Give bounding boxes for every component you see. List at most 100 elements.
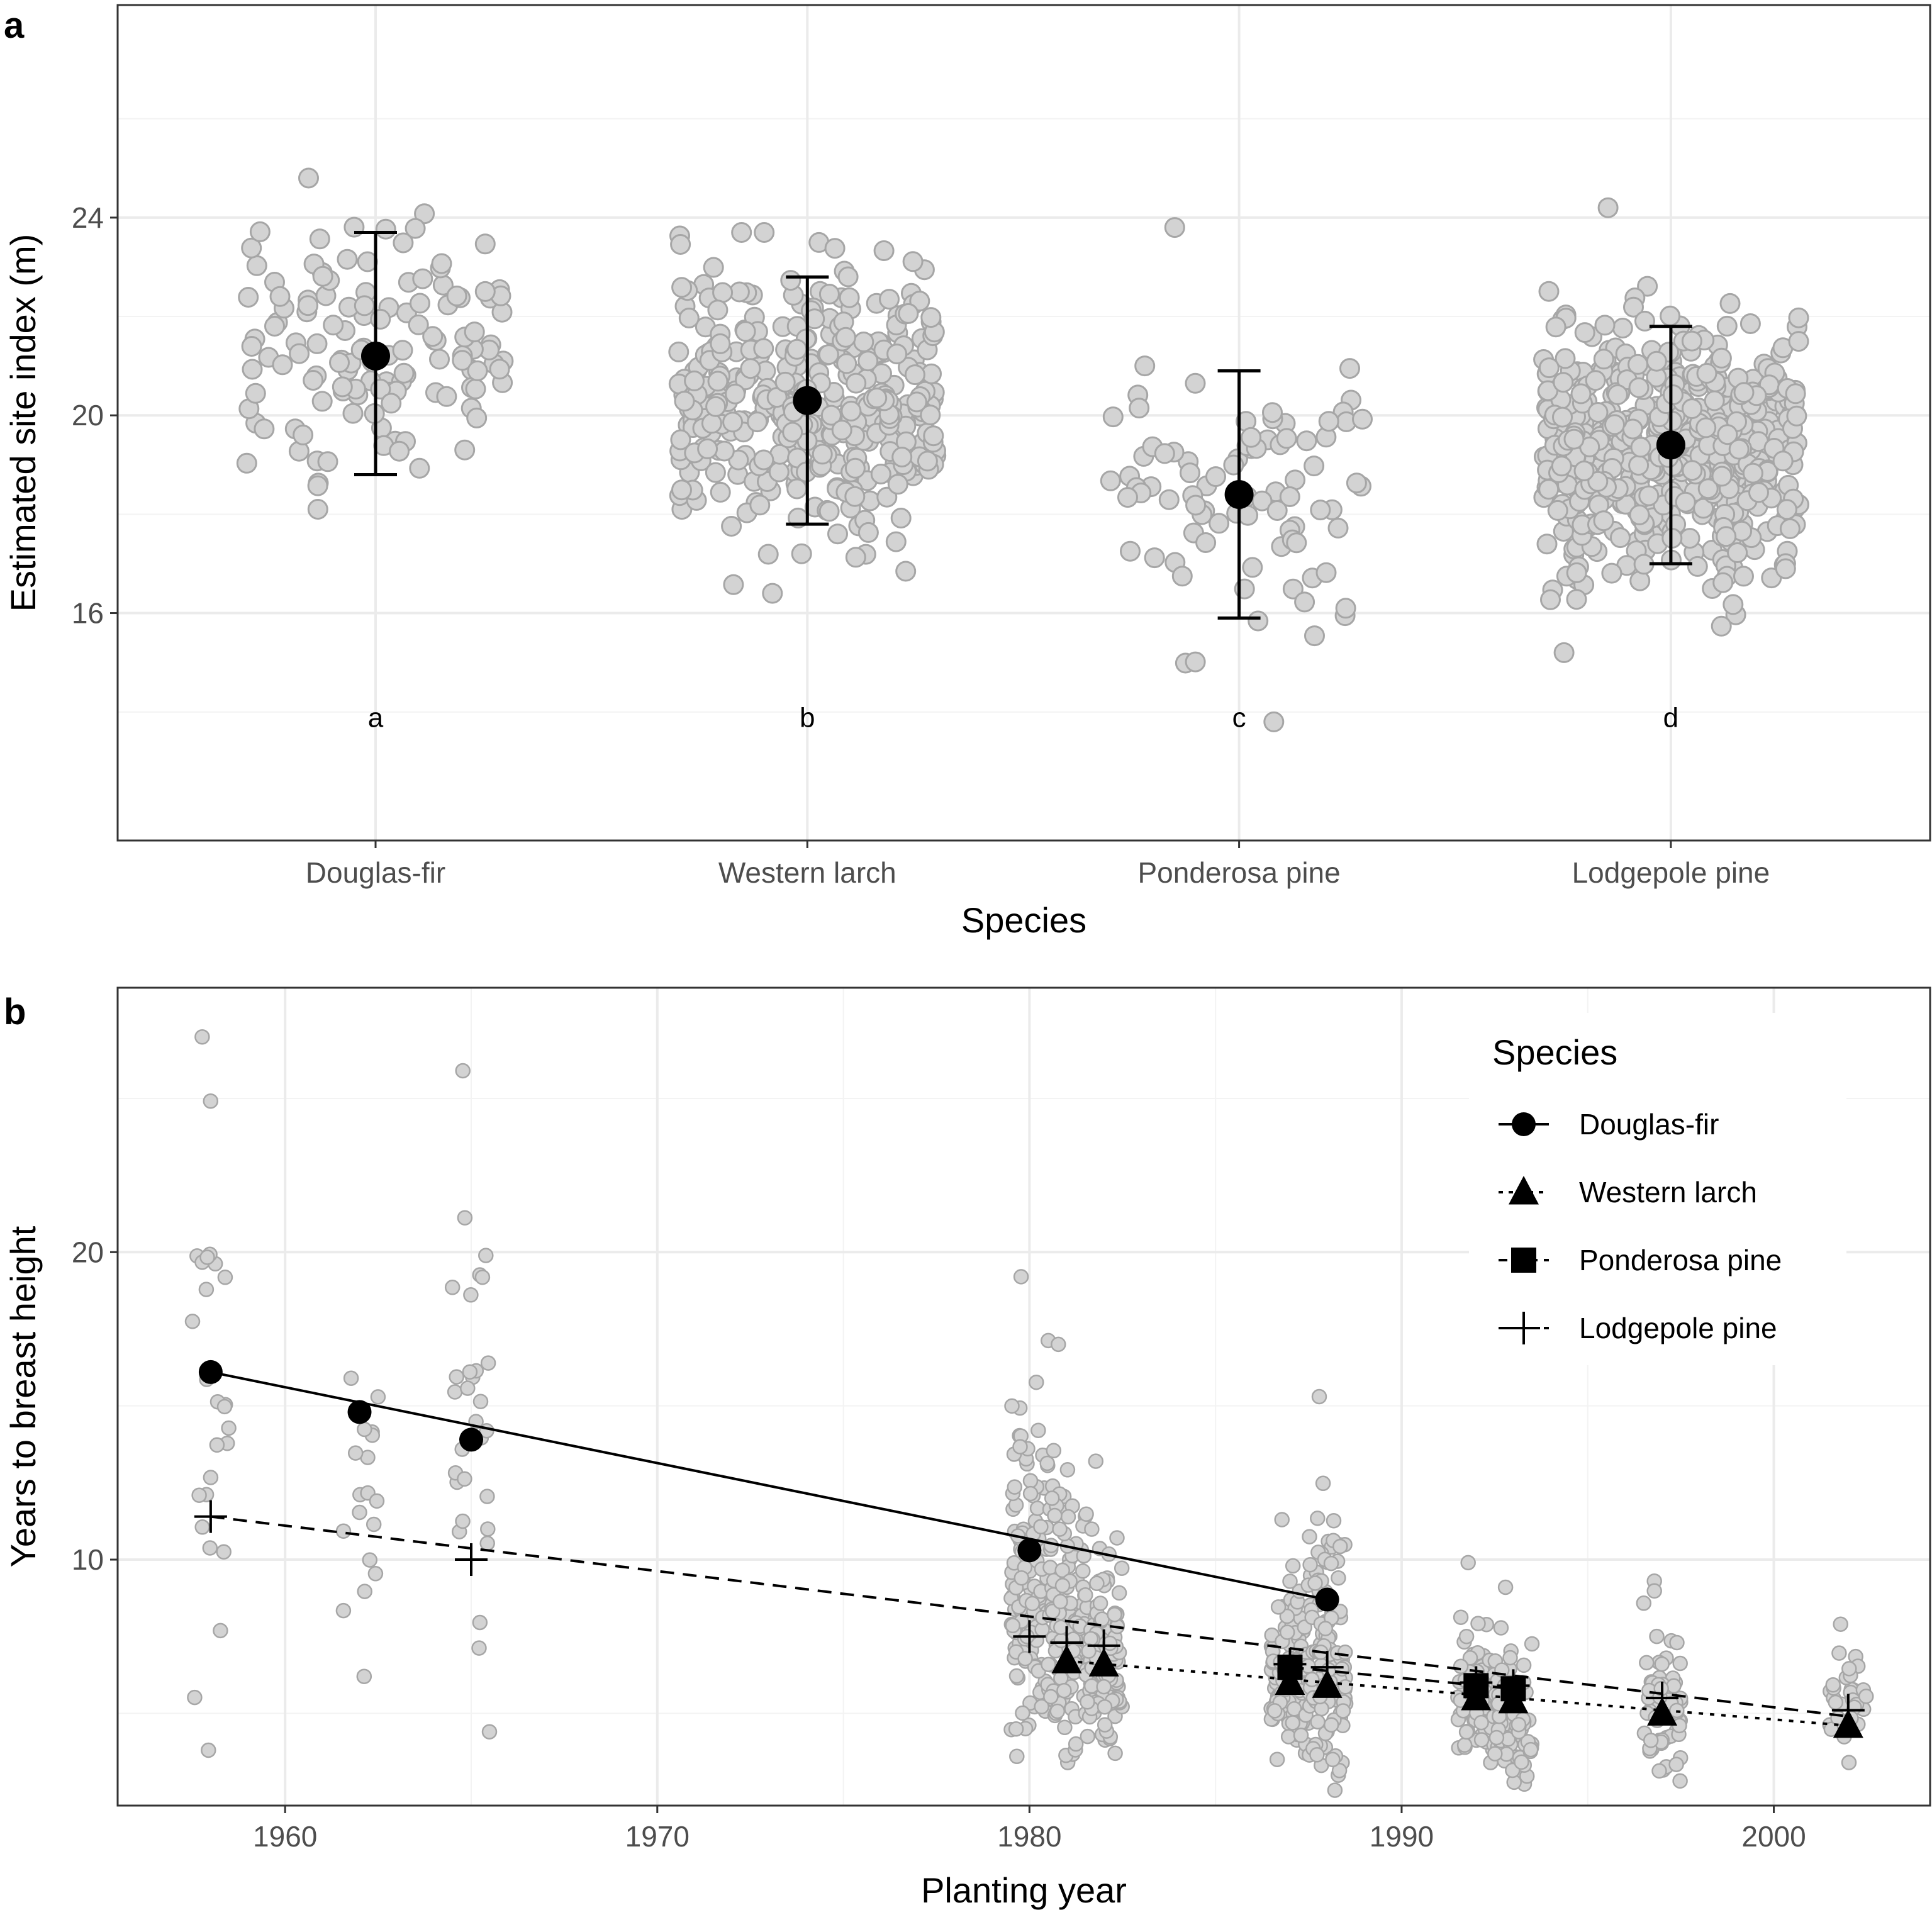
data-point (1639, 1655, 1655, 1671)
data-point (209, 1437, 225, 1453)
data-point (1114, 1560, 1130, 1576)
data-point (422, 326, 444, 347)
data-point (264, 316, 285, 337)
legend-item-2: Ponderosa pine (1499, 1244, 1782, 1276)
data-point (1574, 322, 1595, 344)
data-point (827, 523, 848, 545)
data-point (1054, 1578, 1071, 1594)
data-point (184, 1314, 201, 1329)
data-point (1015, 1705, 1030, 1721)
data-point (1607, 384, 1628, 405)
data-point (757, 544, 779, 565)
data-point (1047, 1507, 1063, 1524)
data-point (1547, 500, 1568, 521)
panel-b-x-axis-title: Planting year (921, 1870, 1127, 1910)
data-point (722, 411, 744, 433)
data-point (410, 293, 430, 314)
data-point (366, 1516, 382, 1533)
data-point (1285, 1715, 1301, 1731)
legend-marker-1 (1509, 1176, 1539, 1205)
data-point (1672, 1718, 1687, 1734)
x-tick-label: Western larch (718, 856, 896, 889)
data-point (1092, 1595, 1108, 1611)
data-point (1563, 428, 1585, 450)
mean-point-3-3 (1050, 1626, 1083, 1659)
data-point (1009, 1748, 1025, 1765)
data-point (447, 1384, 463, 1400)
data-point (1488, 1729, 1505, 1746)
data-point (1716, 315, 1738, 337)
data-point (352, 1504, 367, 1521)
data-point (812, 444, 833, 465)
data-point (1538, 479, 1560, 500)
data-point (1858, 1689, 1874, 1704)
data-point (820, 405, 842, 426)
mean-point-1-2 (1275, 1666, 1305, 1695)
data-point (1080, 1694, 1095, 1710)
legend-title: Species (1492, 1032, 1617, 1072)
data-point (891, 447, 913, 467)
data-point (1013, 1269, 1029, 1285)
data-point (1772, 450, 1794, 472)
data-point (857, 350, 879, 372)
data-point (1663, 384, 1684, 405)
data-point (791, 543, 812, 564)
data-point (1083, 1631, 1099, 1647)
data-point (1587, 471, 1609, 492)
data-point (747, 411, 768, 433)
data-point (309, 228, 330, 250)
data-point (674, 391, 695, 412)
data-point (306, 333, 328, 354)
data-point (1825, 1677, 1841, 1693)
data-point (845, 547, 866, 568)
data-point (370, 308, 391, 330)
data-point (480, 1521, 496, 1537)
data-point (1551, 455, 1572, 477)
data-point (1326, 1512, 1342, 1529)
panel-a-border (116, 4, 1931, 842)
mean-point-1 (793, 386, 822, 415)
panel-b-y-axis-title: Years to breast height (3, 1226, 43, 1567)
data-point (194, 1519, 210, 1535)
data-point (678, 308, 700, 328)
data-point (701, 413, 722, 434)
data-point (1601, 562, 1622, 584)
data-point (1318, 411, 1339, 432)
data-point (1687, 556, 1708, 577)
data-point (1043, 1689, 1059, 1705)
data-point (436, 386, 457, 407)
data-point (902, 251, 924, 272)
data-point (213, 1623, 228, 1639)
data-point (1675, 491, 1696, 513)
data-point (753, 338, 774, 359)
data-point (455, 1063, 471, 1079)
mean-point-3-5 (1273, 1648, 1307, 1681)
data-point (479, 1535, 495, 1551)
data-point (455, 1513, 471, 1529)
data-point (839, 287, 860, 308)
data-point (381, 393, 402, 414)
data-point (1841, 1755, 1857, 1770)
mean-point-3-2 (1013, 1620, 1046, 1653)
data-point (375, 218, 396, 240)
data-point (481, 1724, 498, 1740)
y-tick-label: 10 (72, 1543, 104, 1576)
data-point (1728, 438, 1750, 460)
data-point (1051, 1336, 1066, 1353)
data-point (463, 1287, 479, 1303)
data-point (668, 341, 690, 362)
data-point (1841, 1661, 1857, 1677)
data-point (1134, 355, 1156, 377)
data-point (307, 475, 328, 496)
data-point (1545, 316, 1566, 338)
data-point (1013, 1570, 1030, 1586)
data-point (307, 499, 328, 520)
data-point (1668, 1757, 1684, 1772)
data-point (1502, 1650, 1518, 1666)
mean-point-3 (1656, 430, 1685, 460)
data-point (216, 1399, 233, 1415)
data-point (857, 522, 879, 543)
data-point (409, 457, 430, 479)
data-point (1335, 1703, 1351, 1719)
data-point (1628, 377, 1650, 398)
